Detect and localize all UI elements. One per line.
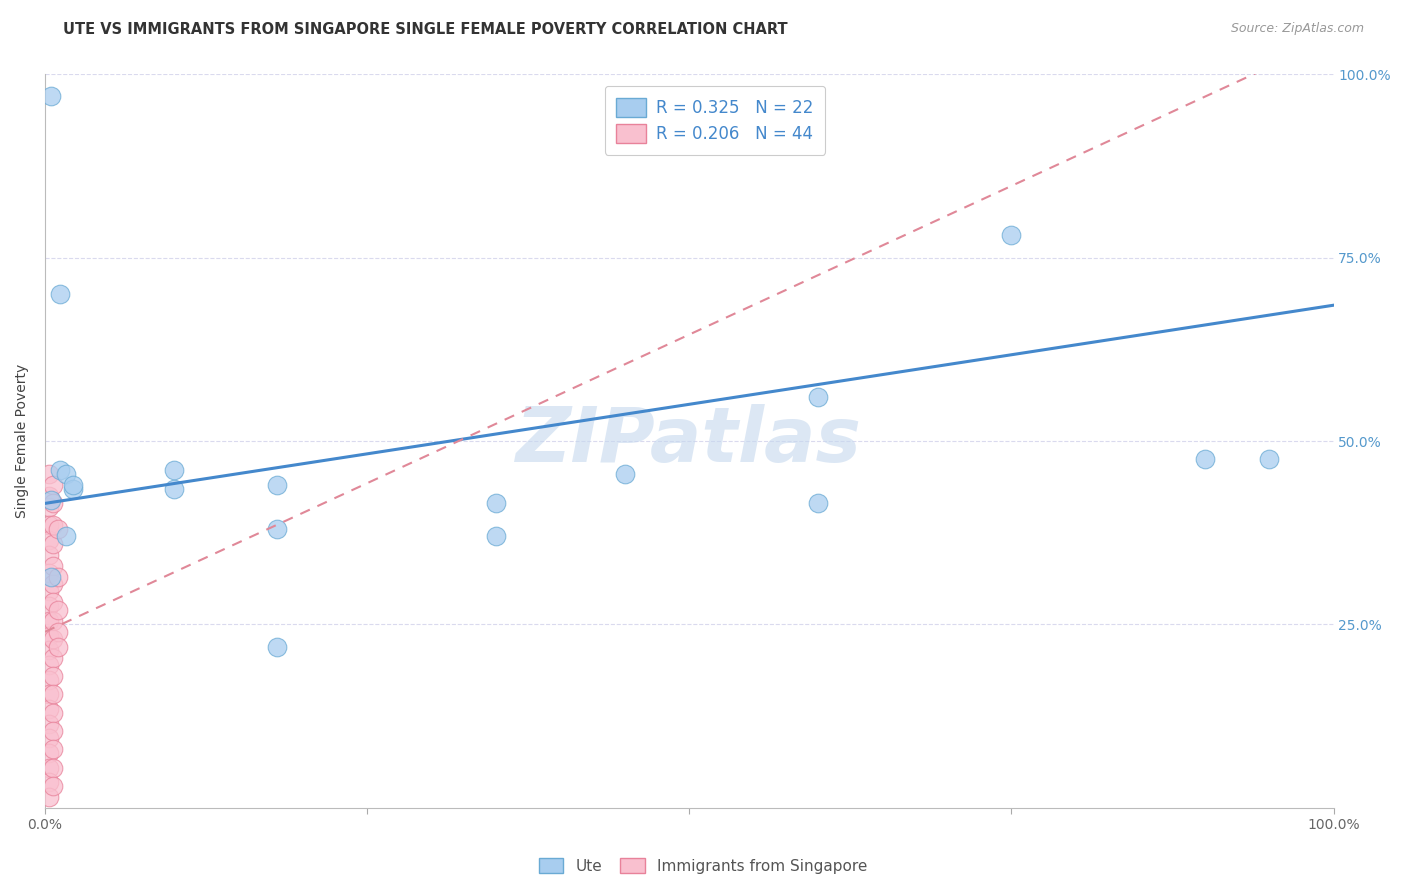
- Point: [38, 533, 60, 547]
- Point: [41, 706, 63, 720]
- Point: [807, 496, 830, 510]
- Point: [38, 643, 60, 657]
- Point: [38, 789, 60, 804]
- Point: [38, 467, 60, 481]
- Point: [266, 522, 288, 536]
- Point: [38, 657, 60, 672]
- Point: [38, 500, 60, 514]
- Legend: R = 0.325   N = 22, R = 0.206   N = 44: R = 0.325 N = 22, R = 0.206 N = 44: [605, 86, 825, 154]
- Point: [807, 390, 830, 404]
- Point: [41, 492, 63, 507]
- Point: [38, 584, 60, 599]
- Point: [1194, 452, 1216, 467]
- Point: [41, 650, 63, 665]
- Point: [41, 577, 63, 591]
- Point: [46, 570, 69, 584]
- Text: ZIPatlas: ZIPatlas: [516, 404, 862, 478]
- Y-axis label: Single Female Poverty: Single Female Poverty: [15, 364, 30, 518]
- Point: [46, 603, 69, 617]
- Point: [485, 529, 508, 543]
- Point: [38, 702, 60, 716]
- Point: [55, 467, 77, 481]
- Point: [38, 746, 60, 760]
- Point: [38, 599, 60, 614]
- Point: [41, 496, 63, 510]
- Point: [46, 522, 69, 536]
- Text: Source: ZipAtlas.com: Source: ZipAtlas.com: [1230, 22, 1364, 36]
- Point: [38, 761, 60, 775]
- Point: [46, 624, 69, 639]
- Point: [1000, 228, 1022, 243]
- Point: [38, 566, 60, 581]
- Point: [41, 518, 63, 533]
- Point: [49, 463, 72, 477]
- Point: [49, 287, 72, 301]
- Point: [41, 595, 63, 609]
- Point: [38, 775, 60, 789]
- Point: [41, 742, 63, 756]
- Point: [41, 669, 63, 683]
- Point: [55, 529, 77, 543]
- Point: [41, 614, 63, 628]
- Point: [62, 482, 84, 496]
- Point: [38, 518, 60, 533]
- Point: [266, 478, 288, 492]
- Point: [41, 537, 63, 551]
- Point: [41, 761, 63, 775]
- Point: [266, 640, 288, 654]
- Point: [62, 478, 84, 492]
- Point: [38, 489, 60, 503]
- Point: [46, 640, 69, 654]
- Point: [38, 628, 60, 642]
- Point: [163, 482, 186, 496]
- Point: [41, 558, 63, 573]
- Point: [41, 89, 63, 103]
- Point: [41, 723, 63, 738]
- Legend: Ute, Immigrants from Singapore: Ute, Immigrants from Singapore: [533, 852, 873, 880]
- Point: [38, 687, 60, 701]
- Text: UTE VS IMMIGRANTS FROM SINGAPORE SINGLE FEMALE POVERTY CORRELATION CHART: UTE VS IMMIGRANTS FROM SINGAPORE SINGLE …: [63, 22, 787, 37]
- Point: [38, 731, 60, 746]
- Point: [41, 687, 63, 701]
- Point: [41, 632, 63, 647]
- Point: [38, 548, 60, 562]
- Point: [485, 496, 508, 510]
- Point: [41, 570, 63, 584]
- Point: [41, 779, 63, 793]
- Point: [163, 463, 186, 477]
- Point: [1258, 452, 1281, 467]
- Point: [38, 673, 60, 687]
- Point: [38, 614, 60, 628]
- Point: [38, 716, 60, 731]
- Point: [613, 467, 636, 481]
- Point: [41, 478, 63, 492]
